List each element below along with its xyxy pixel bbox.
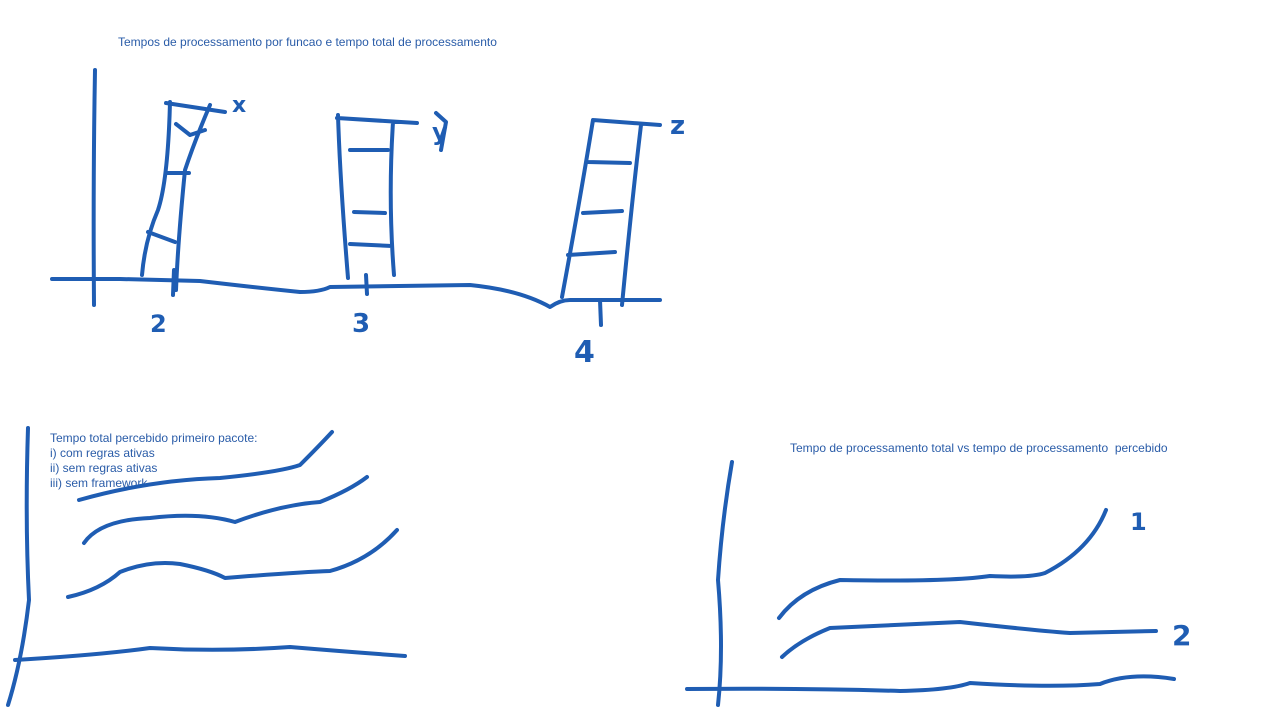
legend-item: iii) sem framework bbox=[50, 476, 148, 490]
x-axis bbox=[50, 277, 662, 309]
bar-label: 2 bbox=[150, 310, 167, 338]
line-label: 1 bbox=[1130, 508, 1147, 536]
bar-outline bbox=[140, 100, 227, 297]
legend-item: ii) sem regras ativas bbox=[50, 461, 157, 475]
bar-outline bbox=[335, 111, 448, 296]
sketch-line bbox=[780, 620, 1158, 659]
sketch-line bbox=[82, 475, 369, 545]
bottom-right-sketch: Tempo de processamento total vs tempo de… bbox=[685, 441, 1191, 707]
sketch-title: Tempo total percebido primeiro pacote: bbox=[50, 431, 257, 445]
bar-label: 3 bbox=[352, 309, 370, 339]
sketch-line bbox=[77, 430, 334, 502]
series-label: z bbox=[670, 111, 685, 141]
x-axis bbox=[13, 645, 407, 662]
sketch-title: Tempos de processamento por funcao e tem… bbox=[118, 35, 497, 49]
x-axis bbox=[685, 674, 1176, 693]
bar-label: 4 bbox=[574, 335, 595, 370]
bottom-left-sketch: Tempo total percebido primeiro pacote: i… bbox=[6, 426, 407, 707]
series-label: x bbox=[232, 93, 246, 118]
legend-item: i) com regras ativas bbox=[50, 446, 155, 460]
sketch-line bbox=[777, 508, 1108, 620]
y-axis bbox=[716, 460, 734, 707]
y-axis bbox=[6, 426, 31, 707]
sketch-line bbox=[66, 528, 399, 599]
y-axis bbox=[91, 68, 97, 307]
sketch-title: Tempo de processamento total vs tempo de… bbox=[790, 441, 1168, 455]
line-label: 2 bbox=[1172, 619, 1191, 652]
top-sketch: Tempos de processamento por funcao e tem… bbox=[50, 35, 685, 370]
series-label: y bbox=[432, 118, 448, 146]
bar-outline bbox=[560, 118, 662, 327]
